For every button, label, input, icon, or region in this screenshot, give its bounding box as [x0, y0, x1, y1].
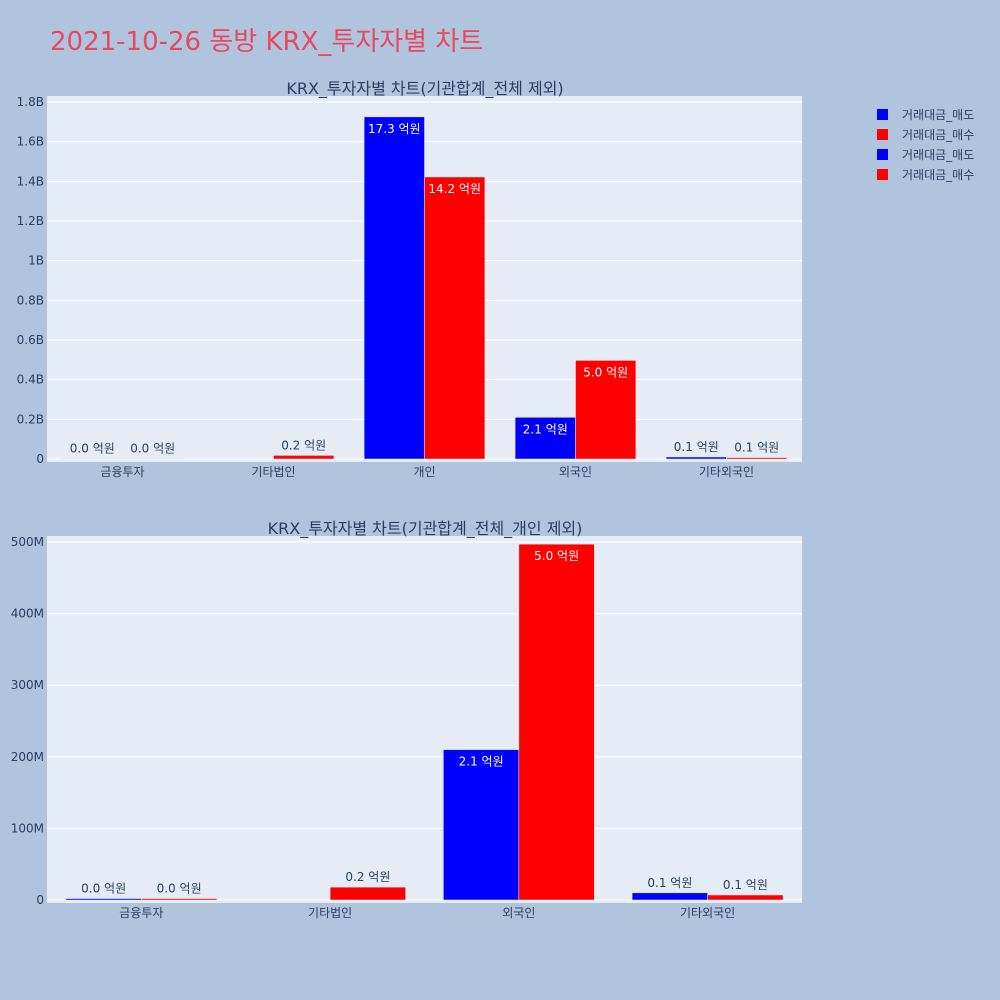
- bar-value-label: 14.2 억원: [428, 182, 481, 196]
- bar-value-label: 0.1 억원: [723, 878, 768, 892]
- legend-label[interactable]: 거래대금_매도: [902, 108, 974, 122]
- y-tick-label: 0: [36, 893, 44, 907]
- bar-sell[interactable]: [443, 749, 520, 901]
- bar-buy[interactable]: [726, 457, 788, 460]
- plot-area: [47, 536, 802, 903]
- chart-title: KRX_투자자별 차트(기관합계_전체 제외): [286, 79, 563, 99]
- bar-value-label: 0.0 억원: [130, 442, 175, 456]
- y-tick-label: 1.8B: [17, 95, 44, 109]
- x-tick-label: 개인: [413, 465, 435, 479]
- x-tick-label: 외국인: [502, 906, 535, 920]
- bar-sell[interactable]: [665, 456, 727, 460]
- legend-swatch[interactable]: [877, 149, 888, 160]
- x-tick-label: 금융투자: [119, 906, 163, 920]
- bar-value-label: 2.1 억원: [459, 755, 504, 769]
- bar-value-label: 0.1 억원: [674, 440, 719, 454]
- bar-value-label: 0.2 억원: [281, 438, 326, 452]
- bar-value-label: 17.3 억원: [368, 122, 421, 136]
- legend-swatch[interactable]: [877, 169, 888, 180]
- bar-value-label: 0.2 억원: [345, 870, 390, 884]
- chart-title: KRX_투자자별 차트(기관합계_전체_개인 제외): [268, 519, 583, 539]
- bar-buy[interactable]: [518, 543, 595, 901]
- bar-value-label: 2.1 억원: [523, 422, 568, 436]
- y-tick-label: 100M: [11, 821, 44, 835]
- bar-value-label: 5.0 억원: [534, 549, 579, 563]
- y-tick-label: 400M: [11, 607, 44, 621]
- y-tick-label: 0.6B: [17, 333, 44, 347]
- y-tick-label: 1.2B: [17, 214, 44, 228]
- x-tick-label: 기타외국인: [699, 465, 754, 479]
- bar-value-label: 0.1 억원: [734, 441, 779, 455]
- chart-excluding-individuals: KRX_투자자별 차트(기관합계_전체_개인 제외) 0 100M 200M 300M 4…: [11, 519, 802, 920]
- y-tick-label: 0.4B: [17, 373, 44, 387]
- bar-buy[interactable]: [141, 898, 218, 901]
- y-tick-label: 500M: [11, 535, 44, 549]
- bar-buy[interactable]: [329, 886, 406, 901]
- y-tick-label: 1B: [28, 254, 44, 268]
- bar-value-label: 0.0 억원: [70, 442, 115, 456]
- bar-sell[interactable]: [631, 892, 708, 901]
- y-tick-label: 1.6B: [17, 135, 44, 149]
- bar-value-label: 0.1 억원: [647, 876, 692, 890]
- page-title: 2021-10-26 동방 KRX_투자자별 차트: [50, 27, 483, 57]
- legend-label[interactable]: 거래대금_매도: [902, 148, 974, 162]
- y-tick-label: 0.2B: [17, 412, 44, 426]
- bar-sell[interactable]: [363, 116, 425, 460]
- bar-sell[interactable]: [514, 417, 576, 460]
- bar-buy[interactable]: [273, 455, 335, 460]
- y-tick-label: 300M: [11, 678, 44, 692]
- bar-value-label: 0.0 억원: [157, 882, 202, 896]
- x-tick-label: 외국인: [559, 465, 592, 479]
- y-tick-label: 0.8B: [17, 293, 44, 307]
- bar-buy[interactable]: [707, 894, 784, 901]
- x-tick-label: 금융투자: [100, 465, 144, 479]
- legend-label[interactable]: 거래대금_매수: [902, 128, 974, 142]
- bar-buy[interactable]: [424, 176, 486, 460]
- bar-sell[interactable]: [65, 898, 142, 901]
- bar-value-label: 0.0 억원: [81, 882, 126, 896]
- legend-swatch[interactable]: [877, 129, 888, 140]
- y-tick-label: 0: [36, 452, 44, 466]
- chart-all-investors: KRX_투자자별 차트(기관합계_전체 제외) 0 0.2B 0.4B 0.6B 0.8B…: [17, 79, 802, 479]
- x-tick-label: 기타법인: [308, 906, 352, 920]
- x-tick-label: 기타법인: [251, 465, 295, 479]
- legend-swatch[interactable]: [877, 109, 888, 120]
- y-tick-label: 1.4B: [17, 174, 44, 188]
- bar-buy[interactable]: [575, 360, 637, 460]
- x-tick-label: 기타외국인: [680, 906, 735, 920]
- bar-value-label: 5.0 억원: [583, 365, 628, 379]
- legend-label[interactable]: 거래대금_매수: [902, 168, 974, 182]
- y-tick-label: 200M: [11, 750, 44, 764]
